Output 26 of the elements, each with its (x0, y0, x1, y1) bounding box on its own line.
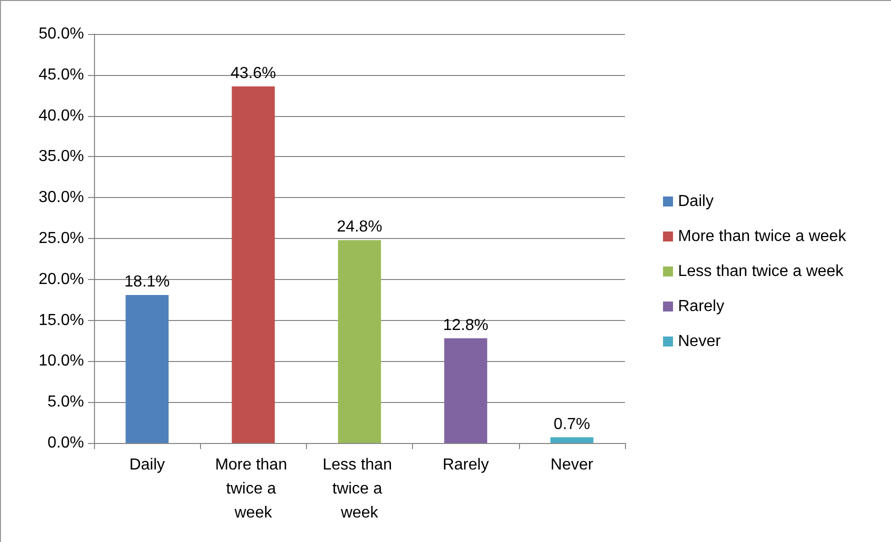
y-tick-label: 45.0% (38, 66, 84, 84)
data-label: 18.1% (124, 273, 170, 290)
y-tick-label: 35.0% (38, 148, 84, 166)
y-tick-label: 5.0% (48, 394, 84, 411)
data-label: 43.6% (230, 64, 276, 82)
y-tick-label: 50.0% (38, 26, 84, 42)
y-tick-label: 10.0% (38, 352, 84, 370)
x-tick-label: Rarely (442, 456, 489, 474)
data-label: 24.8% (336, 218, 382, 236)
y-tick-label: 30.0% (38, 189, 84, 206)
y-tick-label: 40.0% (38, 107, 84, 124)
y-tick-label: 25.0% (38, 230, 84, 247)
x-tick-label: Less than twice a week (322, 456, 396, 522)
x-tick-label: Never (550, 456, 594, 474)
legend-label: Daily (678, 193, 714, 210)
legend-label: Less than twice a week (678, 263, 844, 280)
legend-label: Rarely (678, 298, 724, 315)
y-tick-label: 15.0% (38, 312, 84, 329)
data-label: 0.7% (554, 416, 590, 433)
y-tick-label: 0.0% (48, 434, 84, 452)
legend-label: More than twice a week (678, 228, 848, 245)
legend-label: Never (678, 333, 722, 350)
y-tick-label: 20.0% (38, 270, 84, 288)
x-tick-label: Daily (129, 456, 165, 474)
x-tick-label: More than twice a week (215, 456, 292, 522)
data-label: 12.8% (443, 316, 488, 334)
